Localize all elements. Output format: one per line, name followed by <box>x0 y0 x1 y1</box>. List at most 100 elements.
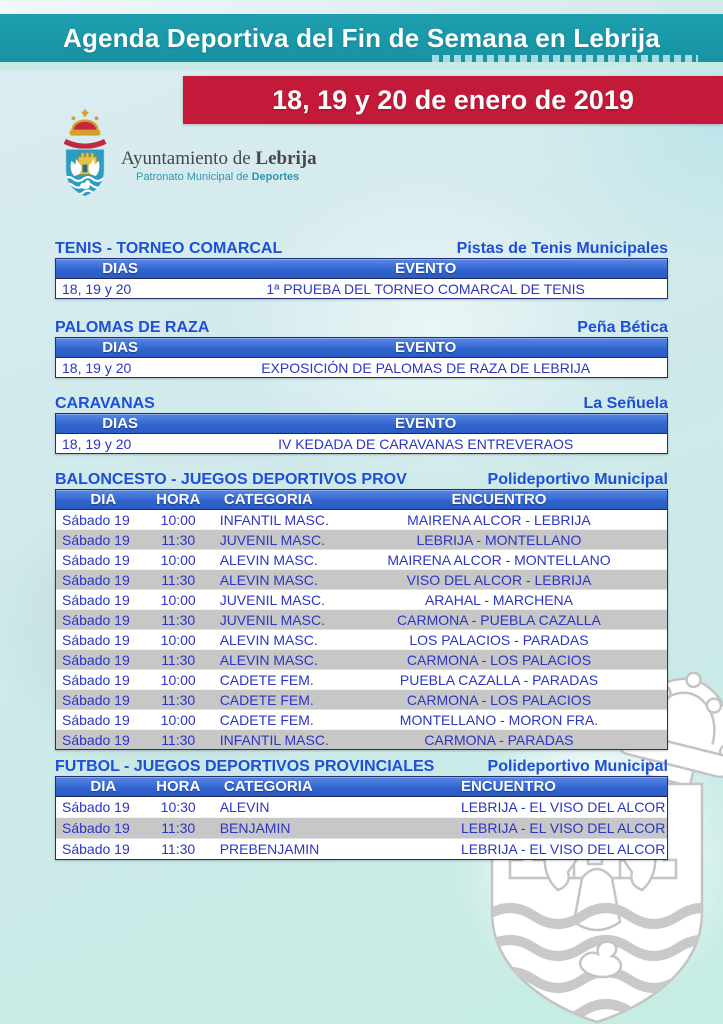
cell-categoria: ALEVIN MASC. <box>205 569 331 589</box>
palomas-table: DIAS EVENTO 18, 19 y 20 EXPOSICIÓN DE PA… <box>55 337 668 378</box>
baloncesto-table: DIA HORA CATEGORIA ENCUENTRO Sábado 19 1… <box>55 489 668 750</box>
col-encuentro: ENCUENTRO <box>330 777 667 797</box>
table-header-row: DIAS EVENTO <box>56 259 667 279</box>
cell-encuentro: PUEBLA CAZALLA - PARADAS <box>330 669 667 689</box>
cell-hora: 11:30 <box>150 838 206 859</box>
section-title: TENIS - TORNEO COMARCAL <box>55 240 283 257</box>
dept-name: Patronato Municipal de Deportes <box>136 171 300 183</box>
cell-hora: 11:30 <box>150 649 206 669</box>
table-row: Sábado 19 11:30 BENJAMIN LEBRIJA - EL VI… <box>56 817 667 838</box>
cell-encuentro: CARMONA - PUEBLA CAZALLA <box>330 609 667 629</box>
cell-hora: 11:30 <box>150 609 206 629</box>
table-header-row: DIA HORA CATEGORIA ENCUENTRO <box>56 777 667 797</box>
cell-categoria: ALEVIN <box>219 799 270 815</box>
section-palomas: PALOMAS DE RAZA Peña Bética DIAS EVENTO … <box>55 317 668 378</box>
cell-hora: 11:30 <box>150 689 206 709</box>
table-row: Sábado 19 11:30 ALEVIN MASC. CARMONA - L… <box>56 649 667 669</box>
col-hora: HORA <box>150 777 206 797</box>
cell-dias: 18, 19 y 20 <box>62 359 132 376</box>
col-dia: DIA <box>56 490 151 510</box>
cell-encuentro: LEBRIJA - EL VISO DEL ALCOR <box>330 838 667 859</box>
table-row: Sábado 19 10:00 CADETE FEM. PUEBLA CAZAL… <box>56 669 667 689</box>
title-band: Agenda Deportiva del Fin de Semana en Le… <box>0 14 723 62</box>
cell-categoria: JUVENIL MASC. <box>205 609 331 629</box>
org-name: Ayuntamiento de Lebrija <box>121 148 317 169</box>
cell-hora: 11:30 <box>150 729 206 749</box>
cell-encuentro: VISO DEL ALCOR - LEBRIJA <box>330 569 667 589</box>
mint-strip <box>0 62 723 70</box>
cell-hora: 10:00 <box>150 549 206 569</box>
col-categoria: CATEGORIA <box>205 490 331 510</box>
section-tenis: TENIS - TORNEO COMARCAL Pistas de Tenis … <box>55 238 668 299</box>
cell-dias: 18, 19 y 20 <box>62 280 132 297</box>
coat-of-arms-icon <box>63 109 107 197</box>
cell-dia: Sábado 19 <box>56 569 151 589</box>
tenis-table: DIAS EVENTO 18, 19 y 20 1ª PRUEBA DEL TO… <box>55 258 668 299</box>
cell-evento: 1ª PRUEBA DEL TORNEO COMARCAL DE TENIS <box>266 280 585 297</box>
cell-dia: Sábado 19 <box>62 799 130 815</box>
cell-encuentro: LEBRIJA - EL VISO DEL ALCOR <box>460 799 666 815</box>
cell-categoria: INFANTIL MASC. <box>205 729 331 749</box>
col-evento: EVENTO <box>184 338 667 358</box>
cell-encuentro: MAIRENA ALCOR - LEBRIJA <box>407 511 591 528</box>
table-row: Sábado 19 10:00 INFANTIL MASC. MAIRENA A… <box>56 510 667 529</box>
cell-dia: Sábado 19 <box>56 529 151 549</box>
cell-dia: Sábado 19 <box>56 609 151 629</box>
section-title: FUTBOL - JUEGOS DEPORTIVOS PROVINCIALES <box>55 758 435 775</box>
cell-categoria: INFANTIL MASC. <box>219 511 329 528</box>
cell-evento: EXPOSICIÓN DE PALOMAS DE RAZA DE LEBRIJA <box>261 359 591 376</box>
section-futbol: FUTBOL - JUEGOS DEPORTIVOS PROVINCIALES … <box>55 756 668 860</box>
cell-categoria: ALEVIN MASC. <box>205 549 331 569</box>
table-row: Sábado 19 11:30 CADETE FEM. CARMONA - LO… <box>56 689 667 709</box>
section-venue: Peña Bética <box>577 319 668 336</box>
cell-hora: 10:00 <box>160 511 196 528</box>
section-caravanas: CARAVANAS La Señuela DIAS EVENTO 18, 19 … <box>55 393 668 454</box>
cell-evento: IV KEDADA DE CARAVANAS ENTREVERAOS <box>278 435 574 452</box>
cell-dia: Sábado 19 <box>62 511 130 528</box>
cell-encuentro: CARMONA - LOS PALACIOS <box>330 689 667 709</box>
date-title: 18, 19 y 20 de enero de 2019 <box>272 84 634 115</box>
cell-dia: Sábado 19 <box>56 689 151 709</box>
cell-hora: 10:00 <box>150 629 206 649</box>
col-dias: DIAS <box>56 338 185 358</box>
cell-hora: 10:00 <box>150 669 206 689</box>
cell-hora: 10:30 <box>160 799 196 815</box>
table-header-row: DIA HORA CATEGORIA ENCUENTRO <box>56 490 667 510</box>
section-venue: Pistas de Tenis Municipales <box>456 240 668 257</box>
table-row: Sábado 19 10:00 ALEVIN MASC. MAIRENA ALC… <box>56 549 667 569</box>
cell-dia: Sábado 19 <box>56 817 151 838</box>
cell-categoria: ALEVIN MASC. <box>205 649 331 669</box>
table-row: Sábado 19 11:30 INFANTIL MASC. CARMONA -… <box>56 729 667 749</box>
table-row: 18, 19 y 20 1ª PRUEBA DEL TORNEO COMARCA… <box>56 279 667 298</box>
cell-dia: Sábado 19 <box>56 549 151 569</box>
cell-dia: Sábado 19 <box>56 589 151 609</box>
cell-encuentro: CARMONA - PARADAS <box>330 729 667 749</box>
col-evento: EVENTO <box>184 414 667 434</box>
table-header-row: DIAS EVENTO <box>56 414 667 434</box>
cell-encuentro: LEBRIJA - MONTELLANO <box>330 529 667 549</box>
table-row: 18, 19 y 20 IV KEDADA DE CARAVANAS ENTRE… <box>56 434 667 453</box>
col-dias: DIAS <box>56 259 185 279</box>
table-header-row: DIAS EVENTO <box>56 338 667 358</box>
cell-encuentro: CARMONA - LOS PALACIOS <box>330 649 667 669</box>
table-row: Sábado 19 10:00 CADETE FEM. MONTELLANO -… <box>56 709 667 729</box>
section-title: CARAVANAS <box>55 395 155 412</box>
section-title: BALONCESTO - JUEGOS DEPORTIVOS PROV <box>55 471 407 488</box>
cell-dia: Sábado 19 <box>56 629 151 649</box>
date-bar: 18, 19 y 20 de enero de 2019 <box>183 76 723 124</box>
cell-dia: Sábado 19 <box>56 709 151 729</box>
cell-encuentro: MAIRENA ALCOR - MONTELLANO <box>330 549 667 569</box>
cell-encuentro: MONTELLANO - MORON FRA. <box>330 709 667 729</box>
cell-categoria: CADETE FEM. <box>205 669 331 689</box>
section-baloncesto: BALONCESTO - JUEGOS DEPORTIVOS PROV Poli… <box>55 469 668 750</box>
table-row: Sábado 19 11:30 ALEVIN MASC. VISO DEL AL… <box>56 569 667 589</box>
section-venue: Polideportivo Municipal <box>487 471 668 488</box>
page-title: Agenda Deportiva del Fin de Semana en Le… <box>62 22 661 53</box>
caravanas-table: DIAS EVENTO 18, 19 y 20 IV KEDADA DE CAR… <box>55 413 668 454</box>
cell-hora: 10:00 <box>150 709 206 729</box>
cell-categoria: CADETE FEM. <box>205 709 331 729</box>
cell-dia: Sábado 19 <box>56 729 151 749</box>
cell-categoria: ALEVIN MASC. <box>205 629 331 649</box>
cell-categoria: JUVENIL MASC. <box>205 589 331 609</box>
table-row: Sábado 19 11:30 JUVENIL MASC. CARMONA - … <box>56 609 667 629</box>
